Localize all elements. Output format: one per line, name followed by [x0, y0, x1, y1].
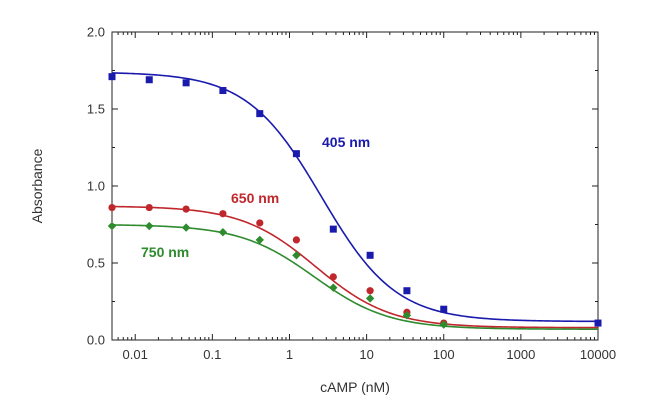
x-tick-label: 0.01 [123, 347, 148, 362]
y-tick-label: 1.0 [87, 179, 105, 194]
data-point-750-nm [329, 283, 338, 292]
data-point-750-nm [402, 311, 412, 320]
y-axis-title: Absorbance [29, 148, 45, 223]
data-point-650-nm [182, 205, 190, 213]
data-point-750-nm [439, 320, 448, 329]
data-point-650-nm [366, 287, 374, 295]
data-point-405-nm [256, 110, 264, 118]
y-tick-label: 2.0 [87, 25, 105, 40]
series-label-750nm: 750 nm [141, 244, 189, 260]
data-point-750-nm [292, 251, 301, 260]
y-tick-label: 1.5 [87, 102, 105, 117]
series-label-650nm: 650 nm [231, 190, 279, 206]
series-label-405nm: 405 nm [322, 134, 370, 150]
fit-curve-650-nm [111, 205, 599, 329]
data-point-750-nm [107, 221, 117, 231]
data-point-650-nm [256, 219, 264, 227]
data-point-405-nm [329, 225, 337, 233]
fit-curve-405-nm [111, 72, 599, 323]
x-tick-label: 100 [433, 347, 455, 362]
data-point-750-nm [255, 235, 264, 245]
y-tick-label: 0.5 [87, 256, 105, 271]
data-points [107, 73, 602, 329]
data-point-750-nm [365, 294, 375, 303]
fit-curve-750-nm [111, 224, 598, 330]
data-point-405-nm [403, 287, 411, 295]
fit-curves [111, 72, 599, 330]
data-point-750-nm [181, 223, 191, 232]
data-point-405-nm [366, 251, 374, 259]
x-tick-label: 10 [359, 347, 373, 362]
data-point-650-nm [292, 236, 301, 244]
data-point-405-nm [440, 305, 448, 313]
data-point-405-nm [219, 87, 227, 95]
data-point-650-nm [219, 210, 227, 218]
y-tick-label: 0.0 [87, 333, 105, 348]
data-point-405-nm [594, 319, 602, 327]
x-tick-label: 1000 [506, 347, 535, 362]
x-tick-label: 1 [286, 347, 293, 362]
data-point-750-nm [145, 221, 154, 231]
data-point-750-nm [218, 228, 228, 237]
data-point-405-nm [108, 73, 116, 81]
x-tick-label: 0.1 [203, 347, 221, 362]
x-axis-title: cAMP (nM) [320, 379, 390, 395]
data-point-405-nm [182, 79, 190, 87]
data-point-650-nm [329, 273, 337, 281]
x-tick-label: 10000 [580, 347, 616, 362]
data-point-650-nm [145, 203, 153, 212]
data-point-405-nm [292, 150, 300, 158]
ticks: 0.01 0.1 1 10 100 1000 10000 0.0 0.5 1.0 1.5 2.0 [87, 25, 616, 363]
data-point-650-nm [108, 203, 116, 212]
data-point-405-nm [145, 76, 153, 84]
